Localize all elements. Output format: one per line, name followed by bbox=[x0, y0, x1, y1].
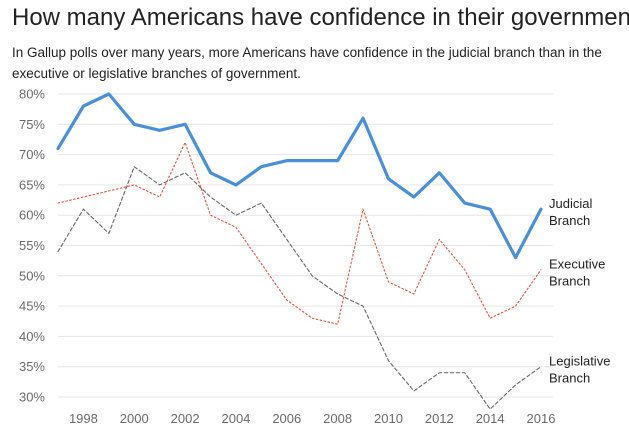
y-tick-label: 80% bbox=[19, 87, 45, 102]
series-label: Branch bbox=[549, 371, 590, 386]
gridlines bbox=[58, 93, 553, 398]
series-labels: Judicial Branch Executive Branch Legislative… bbox=[549, 196, 610, 386]
series-label: Branch bbox=[549, 274, 590, 289]
y-tick-label: 75% bbox=[19, 117, 45, 132]
y-tick-label: 55% bbox=[19, 238, 45, 253]
series-label: Branch bbox=[549, 213, 590, 228]
series-label: Executive bbox=[549, 257, 605, 272]
y-tick-label: 50% bbox=[19, 268, 45, 283]
y-tick-label: 30% bbox=[19, 390, 45, 405]
series-line-executive-branch bbox=[57, 141, 542, 325]
y-tick-label: 45% bbox=[19, 299, 45, 314]
x-tick-label: 2012 bbox=[425, 411, 454, 426]
x-tick-label: 2002 bbox=[171, 411, 200, 426]
x-tick-label: 2008 bbox=[323, 411, 352, 426]
chart-subtitle: In Gallup polls over many years, more Am… bbox=[12, 45, 602, 81]
series-lines bbox=[56, 92, 543, 410]
y-tick-label: 40% bbox=[19, 329, 45, 344]
x-tick-label: 2000 bbox=[120, 411, 149, 426]
y-tick-label: 35% bbox=[19, 359, 45, 374]
x-axis-ticks: 1998 2000 2002 2004 2006 2008 2010 2012 2014 2016 bbox=[69, 411, 556, 426]
x-tick-label: 2014 bbox=[476, 411, 505, 426]
y-axis-ticks: 80% 75% 70% 65% 60% 55% 50% 45% 40% 35% 30% bbox=[19, 87, 45, 405]
x-tick-label: 2004 bbox=[221, 411, 250, 426]
x-tick-label: 1998 bbox=[69, 411, 98, 426]
x-tick-label: 2006 bbox=[272, 411, 301, 426]
series-label: Judicial bbox=[549, 196, 592, 211]
x-tick-label: 2010 bbox=[374, 411, 403, 426]
y-tick-label: 60% bbox=[19, 208, 45, 223]
series-label: Legislative bbox=[549, 354, 610, 369]
y-tick-label: 65% bbox=[19, 177, 45, 192]
x-tick-label: 2016 bbox=[527, 411, 556, 426]
y-tick-label: 70% bbox=[19, 147, 45, 162]
chart-title: How many Americans have confidence in th… bbox=[12, 4, 629, 31]
series-line-judicial-branch bbox=[56, 92, 543, 260]
